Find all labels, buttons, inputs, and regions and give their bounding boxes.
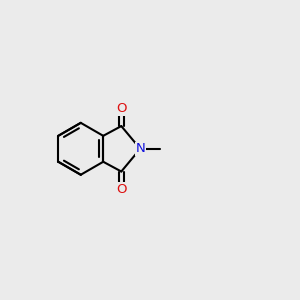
Text: O: O bbox=[116, 183, 127, 196]
Text: O: O bbox=[116, 102, 127, 115]
Text: N: N bbox=[135, 142, 145, 155]
